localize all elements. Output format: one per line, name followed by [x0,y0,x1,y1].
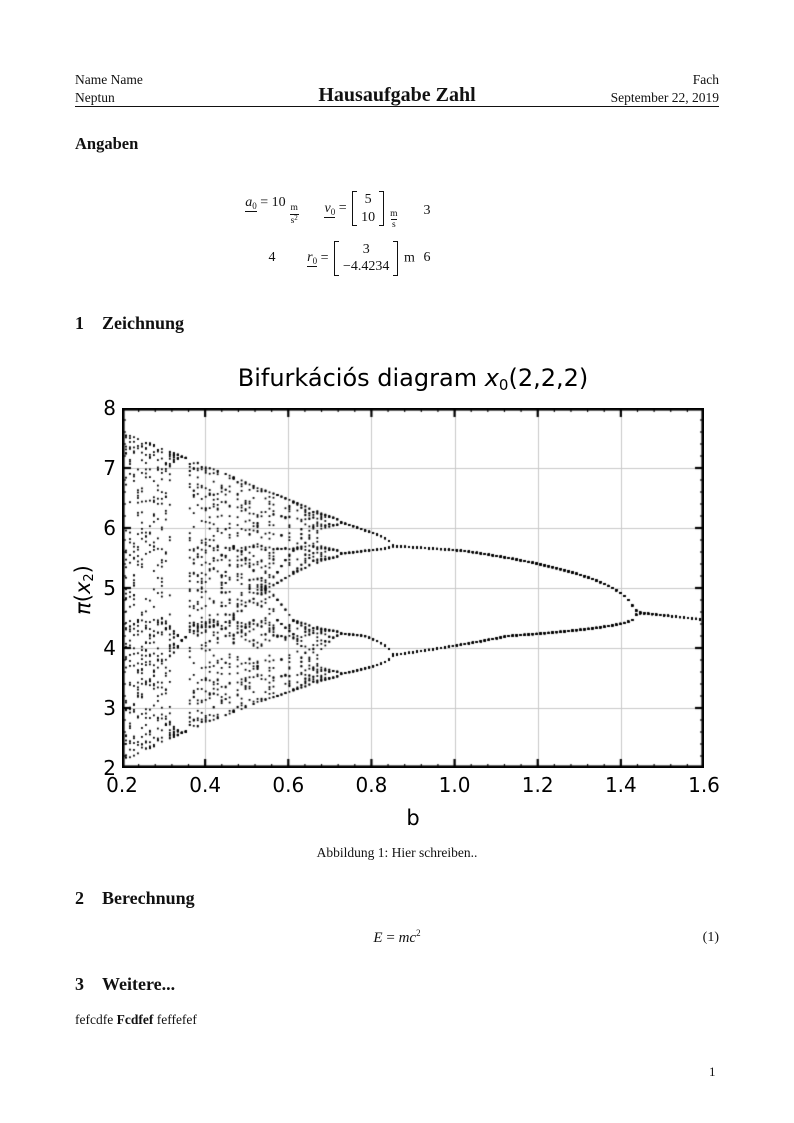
y-tick-label: 4 [103,636,116,660]
document-title: Hausaufgabe Zahl [318,84,476,106]
v0-column-vector: 5 10 [352,191,385,226]
header-author: Name Name [75,72,143,87]
stray-number-4: 4 [268,250,276,266]
stray-number-3: 3 [423,202,431,218]
equation-r0: r0 = 3 −4.4234 m [307,240,415,276]
unit-m-per-s2: m s2 [289,203,299,226]
y-tick-label: 2 [103,756,116,780]
y-tick-label: 3 [103,696,116,720]
given-values-block: a0 = 10 m s2 v0 = 5 10 m s 3 4 r0 = 3 −4.4234 … [238,186,438,281]
y-tick-label: 8 [103,396,116,420]
vector-symbol-a0: a0 [245,195,257,213]
x-tick-label: 0.8 [355,773,388,797]
x-tick-label: 0.4 [189,773,222,797]
equation-v0: v0 = 5 10 m s [324,191,398,231]
bold-word: Fcdfef [116,1012,154,1027]
header-rule [75,106,719,108]
section-heading-berechnung: 2 Berechnung [75,888,195,908]
equation-emc2: E = mc2 [373,928,421,946]
vector-symbol-r0: r0 [307,250,318,268]
closing-paragraph: fefcdfe Fcdfef feffefef [75,1012,197,1027]
stray-number-6: 6 [423,250,431,266]
section-heading-zeichnung: 1 Zeichnung [75,313,185,333]
header-right-block: Fach September 22, 2019 [611,71,719,107]
r0-column-vector: 3 −4.4234 [334,240,399,276]
page-number: 1 [709,1064,716,1079]
y-tick-label: 6 [103,516,116,540]
x-tick-label: 1.4 [604,773,637,797]
x-tick-label: 1.6 [688,773,720,797]
x-tick-label: 0.2 [106,773,138,797]
header-left-block: Name Name Neptun [75,71,143,107]
header-subject: Fach [692,72,719,87]
x-tick-label: 0.6 [272,773,305,797]
y-tick-label: 7 [103,456,116,480]
y-tick-label: 5 [103,576,116,600]
equation-number: (1) [702,930,719,945]
x-axis-label: b [406,806,420,830]
header-neptun-code: Neptun [75,90,115,105]
bifurcation-plot-canvas [122,408,704,768]
vector-symbol-v0: v0 [324,200,336,218]
x-tick-label: 1.0 [438,773,471,797]
x-tick-label: 1.2 [521,773,554,797]
chart-title: Bifurkációs diagram x0(2,2,2) [237,364,589,394]
figure-caption: Abbildung 1: Hier schreiben.. [316,845,478,860]
equation-a0: a0 = 10 m s2 [245,195,299,226]
header-date: September 22, 2019 [610,90,719,105]
angaben-heading: Angaben [75,134,139,153]
section-heading-weitere: 3 Weitere... [75,974,176,994]
